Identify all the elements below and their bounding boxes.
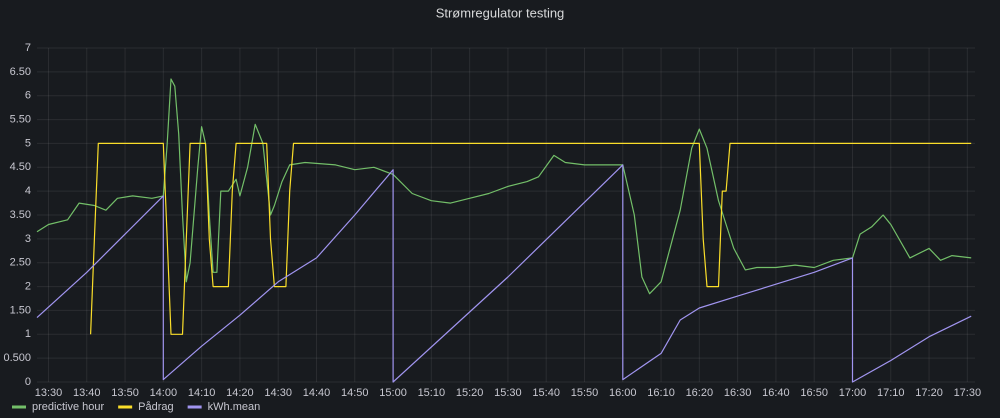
y-tick-label: 2 <box>25 280 31 292</box>
x-tick-label: 14:00 <box>150 387 178 399</box>
x-tick-label: 17:30 <box>954 387 982 399</box>
legend-item: Pådrag <box>118 401 174 413</box>
chart-title: Strømregulator testing <box>436 5 565 20</box>
x-tick-label: 17:10 <box>877 387 905 399</box>
legend-label: kWh.mean <box>208 401 261 413</box>
x-tick-label: 16:30 <box>724 387 752 399</box>
x-tick-label: 14:20 <box>226 387 254 399</box>
x-tick-label: 16:10 <box>647 387 675 399</box>
x-tick-label: 13:30 <box>35 387 63 399</box>
x-tick-label: 14:30 <box>264 387 292 399</box>
x-tick-label: 16:50 <box>800 387 828 399</box>
x-tick-label: 15:40 <box>532 387 560 399</box>
x-tick-label: 14:10 <box>188 387 216 399</box>
x-tick-label: 13:40 <box>73 387 101 399</box>
y-tick-label: 0.500 <box>3 352 31 364</box>
y-tick-label: 4 <box>25 185 31 197</box>
y-tick-label: 1 <box>25 328 31 340</box>
series-line <box>36 164 972 383</box>
y-tick-label: 7 <box>25 42 31 54</box>
y-tick-label: 3.50 <box>10 209 31 221</box>
y-tick-label: 2.50 <box>10 257 31 269</box>
y-tick-label: 5 <box>25 137 31 149</box>
x-tick-label: 13:50 <box>111 387 139 399</box>
series-line <box>36 78 972 295</box>
y-tick-label: 4.50 <box>10 161 31 173</box>
x-tick-label: 14:50 <box>341 387 369 399</box>
y-tick-label: 6.50 <box>10 66 31 78</box>
y-tick-label: 6 <box>25 90 31 102</box>
series-line <box>90 142 972 335</box>
y-tick-label: 5.50 <box>10 113 31 125</box>
y-tick-label: 3 <box>25 233 31 245</box>
legend-item: predictive hour <box>12 401 104 413</box>
x-tick-label: 16:00 <box>609 387 637 399</box>
y-tick-label: 1.50 <box>10 304 31 316</box>
x-tick-label: 15:10 <box>418 387 446 399</box>
x-tick-label: 16:40 <box>762 387 790 399</box>
legend-label: predictive hour <box>32 401 104 413</box>
x-tick-label: 15:30 <box>494 387 522 399</box>
x-tick-label: 17:20 <box>915 387 943 399</box>
y-tick-label: 0 <box>25 376 31 388</box>
x-tick-label: 15:00 <box>379 387 407 399</box>
x-tick-label: 16:20 <box>686 387 714 399</box>
x-tick-label: 14:40 <box>303 387 331 399</box>
legend-item: kWh.mean <box>187 401 261 413</box>
legend-label: Pådrag <box>138 401 173 413</box>
x-tick-label: 15:20 <box>456 387 484 399</box>
x-tick-label: 15:50 <box>571 387 599 399</box>
x-tick-label: 17:00 <box>839 387 867 399</box>
